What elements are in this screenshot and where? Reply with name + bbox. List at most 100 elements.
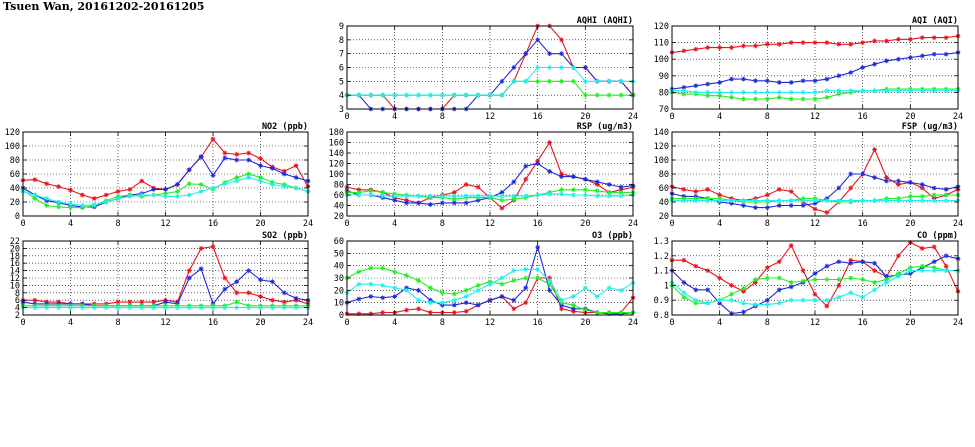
data-point-red: [776, 259, 782, 265]
data-point-green: [380, 265, 386, 271]
data-point-green: [919, 194, 925, 199]
data-point-green: [824, 277, 830, 282]
data-point-green: [234, 175, 240, 180]
data-point-green: [618, 189, 624, 195]
data-point-red: [705, 45, 711, 50]
data-point-cyan: [44, 305, 50, 310]
data-point-green: [356, 189, 362, 195]
data-point-red: [812, 206, 818, 212]
data-point-cyan: [222, 181, 228, 187]
x-tick-label: 4: [392, 112, 397, 122]
data-point-blue: [836, 259, 842, 265]
data-point-blue: [404, 200, 409, 206]
x-tick-label: 0: [669, 112, 674, 122]
data-point-blue: [919, 53, 925, 59]
x-tick-label: 0: [344, 112, 349, 122]
data-point-cyan: [186, 305, 192, 310]
panel-title: AQI (AQI): [912, 16, 958, 26]
y-tick-label: 0: [15, 212, 20, 222]
data-point-red: [896, 182, 901, 187]
data-point-green: [729, 94, 734, 100]
panel-title: FSP (ug/m3): [902, 122, 958, 132]
data-point-blue: [463, 200, 469, 206]
data-point-blue: [523, 163, 529, 169]
data-point-cyan: [368, 281, 374, 287]
x-tick-label: 12: [485, 112, 495, 122]
data-point-blue: [943, 51, 949, 57]
data-point-blue: [594, 179, 600, 185]
data-point-green: [68, 205, 73, 210]
data-point-red: [44, 181, 50, 187]
y-tick-label: 80: [659, 88, 669, 98]
data-point-cyan: [860, 294, 866, 300]
data-point-cyan: [56, 305, 62, 310]
data-point-green: [571, 187, 576, 193]
data-point-red: [705, 187, 711, 192]
data-point-cyan: [618, 287, 624, 293]
data-point-green: [824, 94, 830, 100]
data-point-blue: [872, 175, 877, 180]
data-point-red: [356, 311, 362, 317]
data-point-cyan: [91, 305, 97, 310]
data-point-green: [907, 194, 913, 199]
data-point-cyan: [416, 297, 421, 303]
data-point-red: [872, 268, 877, 273]
y-tick-label: 1.2: [654, 252, 669, 262]
data-point-blue: [246, 157, 252, 163]
data-point-red: [788, 40, 794, 45]
data-point-green: [884, 277, 889, 282]
y-tick-label: 100: [329, 170, 344, 180]
data-point-cyan: [753, 302, 758, 308]
data-point-red: [463, 308, 469, 314]
x-tick-label: 24: [628, 219, 638, 229]
data-point-cyan: [535, 192, 541, 198]
data-point-green: [764, 96, 770, 102]
data-point-red: [559, 37, 564, 43]
panel-2: 0 20 40 60 80 100 120 0 4 8 12 16 20 24 NO2 (ppb): [5, 122, 313, 229]
y-tick-label: 5: [339, 77, 344, 87]
y-tick-label: 180: [329, 128, 344, 138]
x-tick-label: 0: [344, 318, 349, 328]
panel-1: 70 80 90 100 110 120 0 4 8 12 16 20 24 AQI (AQI): [654, 16, 963, 122]
data-point-blue: [439, 200, 445, 206]
data-point-green: [368, 188, 374, 194]
data-point-cyan: [693, 297, 699, 303]
data-point-green: [594, 188, 600, 194]
data-point-blue: [931, 259, 937, 265]
data-point-cyan: [79, 203, 85, 208]
y-tick-label: 120: [654, 22, 669, 32]
data-point-blue: [907, 55, 913, 60]
y-tick-label: 1: [664, 281, 669, 291]
data-point-green: [499, 197, 505, 203]
data-point-red: [618, 187, 624, 193]
x-tick-label: 16: [858, 219, 868, 229]
data-point-blue: [896, 56, 901, 62]
x-tick-label: 16: [533, 219, 543, 229]
data-point-green: [606, 189, 612, 195]
data-point-blue: [392, 294, 398, 299]
data-point-cyan: [800, 90, 806, 95]
x-tick-label: 20: [905, 318, 915, 328]
x-tick-label: 12: [810, 318, 820, 328]
data-point-cyan: [523, 193, 529, 199]
data-point-blue: [741, 203, 746, 208]
x-tick-label: 8: [440, 112, 445, 122]
data-point-red: [246, 290, 252, 296]
data-point-cyan: [356, 92, 362, 98]
data-point-red: [416, 306, 421, 312]
data-point-blue: [535, 37, 541, 43]
data-point-blue: [559, 302, 564, 308]
data-point-blue: [931, 51, 937, 57]
x-tick-label: 20: [255, 318, 265, 328]
data-point-red: [848, 185, 854, 191]
data-point-blue: [764, 297, 770, 303]
data-point-blue: [392, 197, 398, 203]
data-point-green: [451, 291, 457, 297]
data-point-green: [380, 189, 386, 195]
data-point-blue: [416, 287, 421, 293]
data-point-cyan: [463, 193, 469, 199]
data-point-green: [356, 269, 362, 275]
data-point-cyan: [848, 290, 854, 296]
data-point-green: [523, 275, 529, 281]
